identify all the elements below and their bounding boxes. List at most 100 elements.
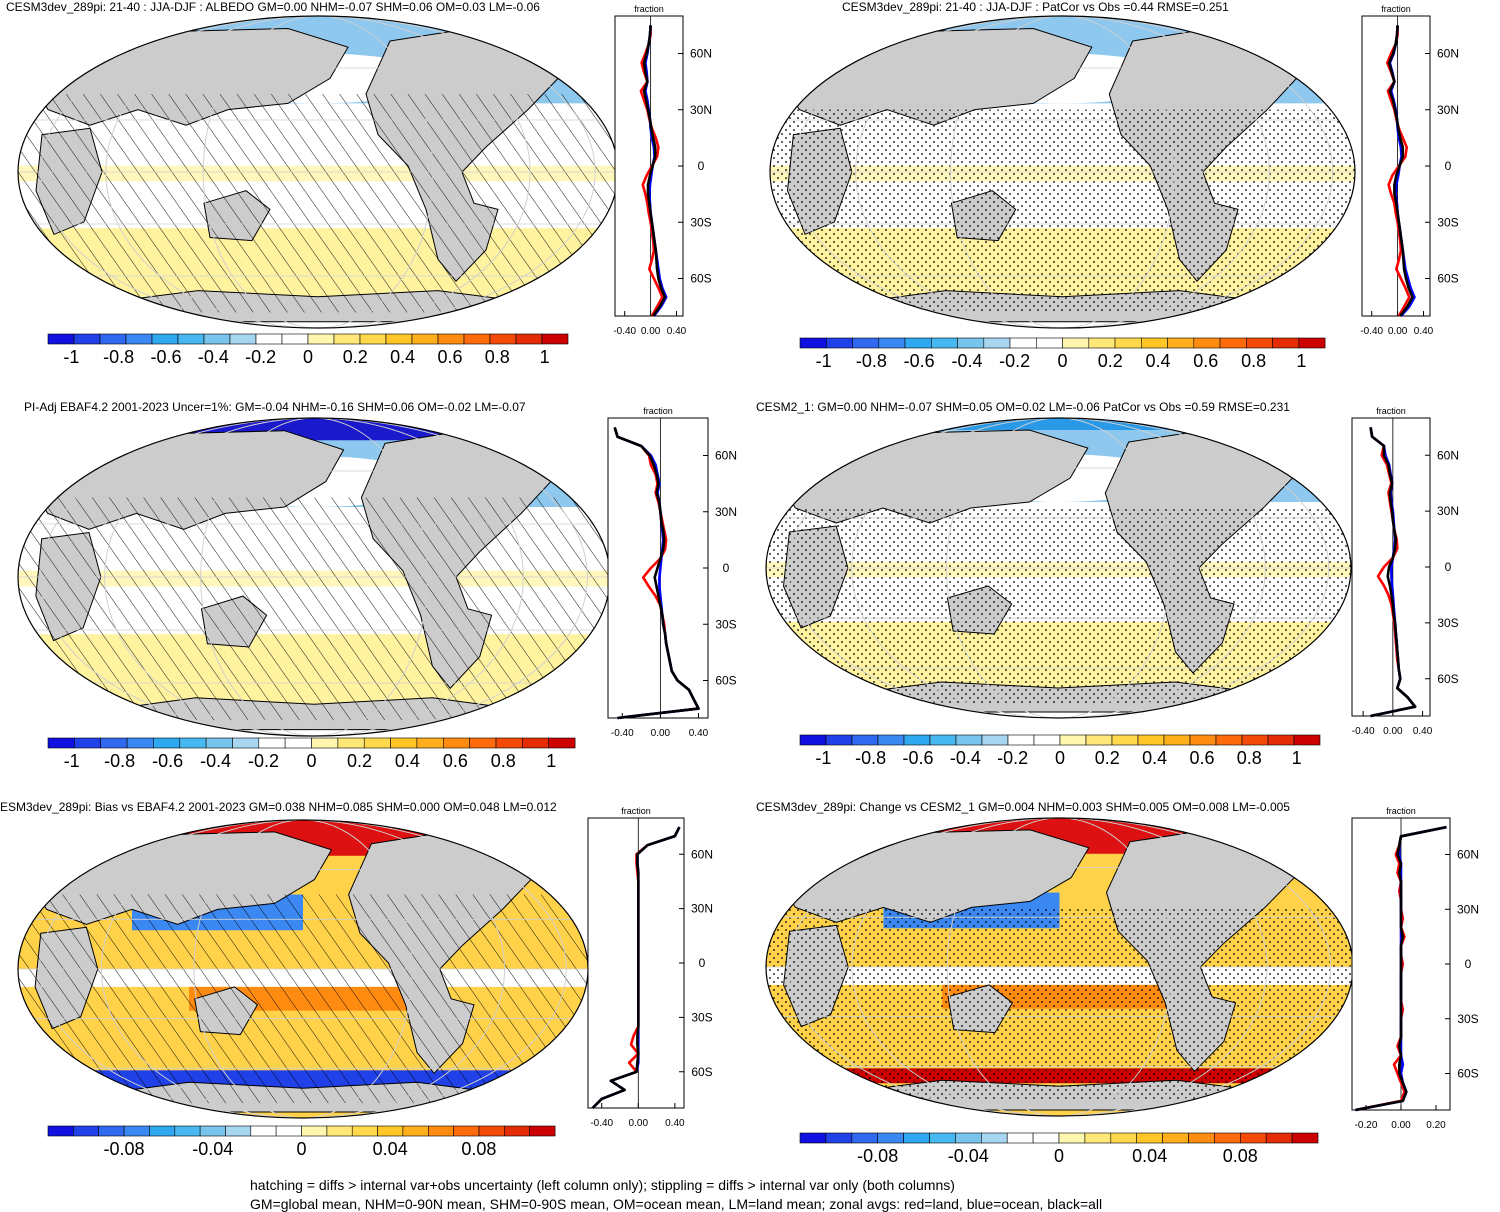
colorbar-swatch — [521, 737, 549, 749]
zonal-y-tick-label: 60N — [715, 449, 737, 463]
colorbar-swatch — [153, 737, 181, 749]
colorbar-label: -0.4 — [950, 748, 981, 768]
zonal-x-tick-label: -0.20 — [1355, 1120, 1378, 1131]
colorbar-swatch — [903, 734, 931, 746]
colorbar-swatch — [311, 737, 339, 749]
colorbar-label: -0.4 — [198, 347, 229, 367]
colorbar-swatch — [205, 737, 233, 749]
colorbar-label: 0.2 — [343, 347, 368, 367]
colorbar-swatch — [99, 333, 127, 345]
graticule-lon — [791, 16, 1334, 328]
colorbar-label: 0.4 — [1142, 748, 1167, 768]
colorbar-swatch — [255, 333, 283, 345]
colorbar-swatch — [799, 1132, 827, 1144]
colorbar-swatch — [489, 333, 517, 345]
colorbar-label: -1 — [63, 347, 79, 367]
graticule-lon — [39, 820, 567, 1118]
colorbar-label: 0.6 — [1189, 748, 1214, 768]
colorbar-swatch — [125, 333, 153, 345]
zonal-y-tick-label: 60S — [1457, 1067, 1478, 1081]
colorbar-change: -0.08 -0.04 0 0.04 0.08 — [799, 1132, 1319, 1166]
zonal-y-tick-label: 30N — [1457, 902, 1479, 916]
colorbar-swatch — [825, 1132, 853, 1144]
colorbar-label: 0.04 — [373, 1139, 408, 1159]
zonal-title: fraction — [1386, 806, 1416, 816]
zonal-y-tick-label: 30S — [1437, 616, 1458, 630]
colorbar-label: 0.6 — [437, 347, 462, 367]
colorbar-label: -0.4 — [200, 751, 231, 771]
colorbar-swatch — [1272, 337, 1300, 349]
colorbar-swatch — [1088, 337, 1116, 349]
zonal-y-tick-label: 0 — [1445, 159, 1452, 173]
colorbar-swatch — [548, 737, 576, 749]
colorbar-label: 0 — [296, 1139, 306, 1159]
map-outline — [765, 417, 1352, 719]
colorbar-label: -0.08 — [857, 1146, 898, 1166]
colorbar-swatch — [957, 337, 985, 349]
footer-line-2: GM=global mean, NHM=0-90N mean, SHM=0-90… — [250, 1196, 1103, 1212]
colorbar-swatch — [1241, 734, 1269, 746]
colorbar-swatch — [1265, 1132, 1293, 1144]
zonal-y-tick-label: 60N — [1437, 448, 1459, 462]
colorbar-label: -0.8 — [856, 351, 887, 371]
colorbar-swatch — [825, 337, 853, 349]
colorbar-label: -0.04 — [948, 1146, 989, 1166]
colorbar-label: -0.8 — [103, 347, 134, 367]
colorbar-swatch — [1032, 1132, 1060, 1144]
colorbar-swatch — [955, 1132, 982, 1144]
map-outline — [769, 15, 1356, 329]
colorbar-swatch — [1291, 1132, 1319, 1144]
colorbar-swatch — [799, 337, 827, 349]
colorbar-swatch — [1163, 734, 1191, 746]
colorbar-swatch — [1219, 337, 1247, 349]
arctic-strong-blue-band — [18, 418, 610, 441]
colorbar-model-2040: -1 -0.8 -0.6 -0.4 -0.2 0 0.2 0.4 0.6 0.8 1 — [47, 333, 569, 367]
colorbar-swatch — [981, 734, 1009, 746]
zonal-x-tick-label: 0.00 — [651, 728, 671, 739]
map-change — [765, 817, 1354, 1117]
colorbar-swatch — [177, 333, 205, 345]
colorbar-swatch — [877, 1132, 904, 1144]
colorbar-label: 0.2 — [347, 751, 372, 771]
colorbar-label: -0.2 — [245, 347, 276, 367]
graticule-lon — [101, 820, 505, 1118]
zonal-title: fraction — [643, 406, 673, 416]
colorbar-swatch — [47, 333, 75, 345]
colorbar-label: -0.04 — [192, 1139, 233, 1159]
colorbar-swatch — [1240, 1132, 1267, 1144]
footer-line-1: hatching = diffs > internal var+obs unce… — [250, 1177, 955, 1193]
colorbar-swatch — [904, 337, 932, 349]
colorbar-swatch — [275, 1125, 302, 1137]
colorbar-swatch — [825, 734, 853, 746]
colorbar-label: 0.4 — [1145, 351, 1170, 371]
zonal-y-tick-label: 30N — [1437, 504, 1459, 518]
colorbar-swatch — [1267, 734, 1295, 746]
zonal-y-tick-label: 30N — [690, 103, 712, 117]
colorbar-swatch — [1188, 1132, 1215, 1144]
colorbar-swatch — [47, 737, 75, 749]
colorbar-swatch — [851, 1132, 878, 1144]
zonal-plot-bias: fraction 60N 30N 0 30S 60S -0.40 0.00 0.40 — [587, 806, 713, 1129]
graticule-lon — [950, 16, 1175, 328]
colorbar-swatch — [463, 333, 491, 345]
colorbar-swatch — [1137, 734, 1165, 746]
graticule-lon — [40, 418, 588, 736]
zonal-y-tick-label: 60S — [1437, 272, 1458, 286]
colorbar-label: 0.4 — [395, 751, 420, 771]
colorbar-swatch — [1085, 734, 1113, 746]
zonal-y-tick-label: 0 — [1445, 560, 1452, 574]
colorbar-swatch — [337, 737, 365, 749]
colorbar-swatch — [301, 1125, 328, 1137]
zonal-plot-model-patcor: fraction 60N 30N 0 30S 60S -0.40 0.00 0.40 — [1360, 4, 1459, 337]
colorbar-swatch — [469, 737, 497, 749]
colorbar-swatch — [877, 734, 905, 746]
colorbar-label: -0.6 — [152, 751, 183, 771]
colorbar-swatch — [495, 737, 523, 749]
map-bias — [17, 819, 589, 1119]
zonal-title: fraction — [634, 4, 664, 14]
colorbar-swatch — [258, 737, 286, 749]
colorbar-swatch — [1058, 1132, 1086, 1144]
zonal-y-tick-label: 60N — [690, 47, 712, 61]
colorbar-swatch — [250, 1125, 277, 1137]
